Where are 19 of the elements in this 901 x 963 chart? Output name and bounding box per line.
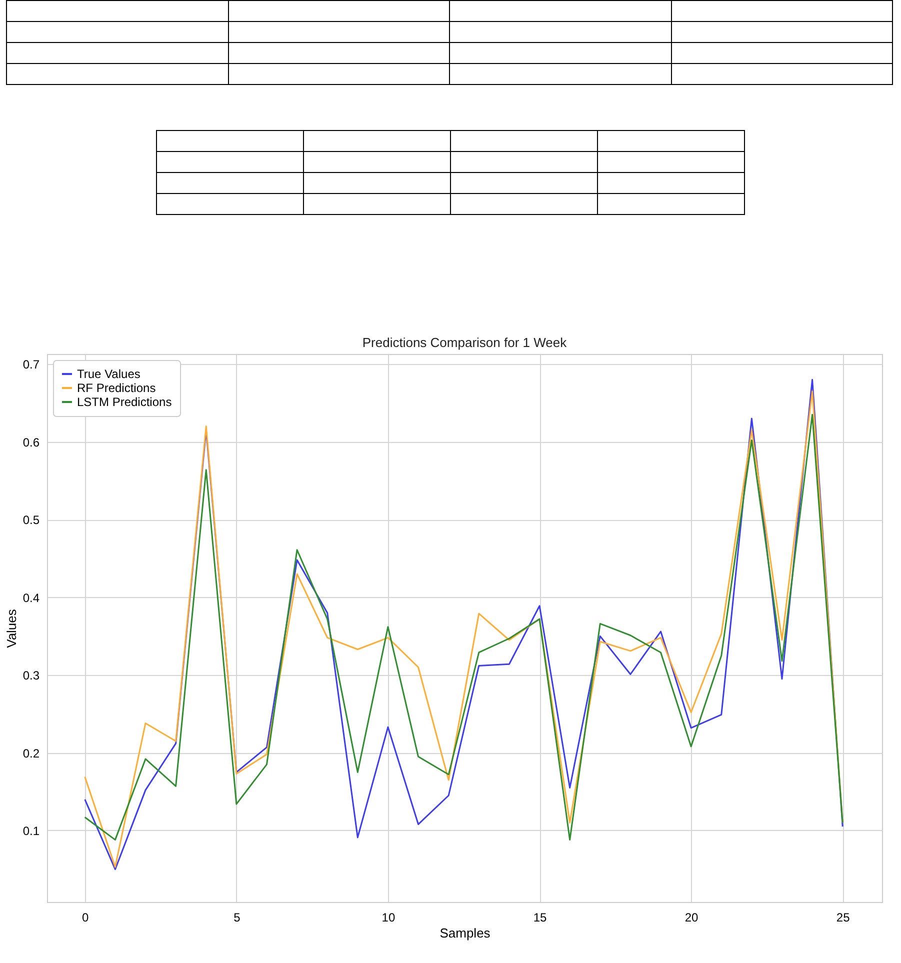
x-tick-label: 20 — [684, 910, 699, 924]
x-tick-label: 5 — [234, 910, 241, 924]
x-tick-label: 10 — [382, 910, 396, 924]
y-tick-label: 0.1 — [22, 824, 40, 838]
x-tick-label: 0 — [82, 910, 90, 924]
y-axis-title: Values — [4, 608, 19, 648]
y-tick-label: 0.6 — [22, 435, 40, 450]
y-tick-label: 0.7 — [22, 358, 40, 372]
legend-label: RF Predictions — [77, 381, 156, 395]
chart-title: Predictions Comparison for 1 Week — [362, 335, 568, 350]
y-tick-label: 0.2 — [22, 746, 40, 760]
x-tick-label: 25 — [836, 910, 850, 924]
legend-label: LSTM Predictions — [77, 395, 172, 409]
y-tick-label: 0.5 — [22, 513, 40, 528]
x-axis-title: Samples — [440, 926, 491, 940]
y-tick-label: 0.3 — [22, 668, 40, 683]
legend-label: True Values — [77, 367, 140, 381]
y-tick-label: 0.4 — [22, 590, 40, 605]
x-tick-label: 15 — [533, 910, 548, 924]
